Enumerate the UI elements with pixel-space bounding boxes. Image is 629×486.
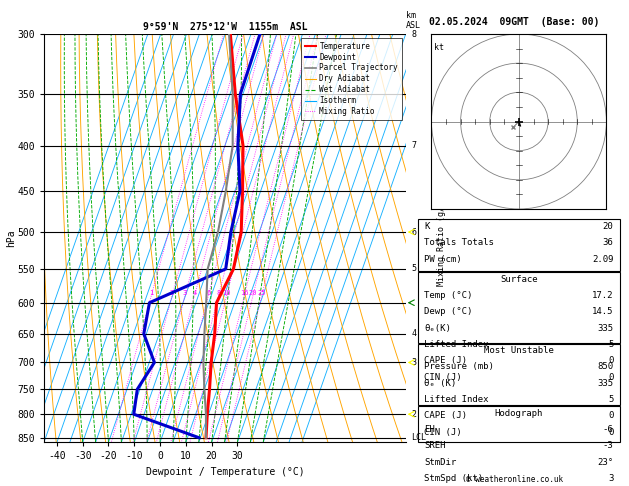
Text: 10: 10 <box>222 290 231 296</box>
Text: Lifted Index: Lifted Index <box>425 395 489 404</box>
Text: StmSpd (kt): StmSpd (kt) <box>425 474 484 483</box>
Bar <box>418 406 620 442</box>
Text: θₑ (K): θₑ (K) <box>425 379 457 388</box>
Text: Surface: Surface <box>500 275 538 284</box>
Bar <box>418 219 620 271</box>
Text: SREH: SREH <box>425 441 446 451</box>
Text: 5: 5 <box>411 264 416 274</box>
Text: LCL: LCL <box>411 433 426 442</box>
Text: 16: 16 <box>240 290 248 296</box>
Text: Hodograph: Hodograph <box>495 409 543 418</box>
Text: 3: 3 <box>411 358 416 367</box>
Text: CAPE (J): CAPE (J) <box>425 412 467 420</box>
Text: PW (cm): PW (cm) <box>425 255 462 264</box>
Text: -3: -3 <box>603 441 613 451</box>
Text: θₑ(K): θₑ(K) <box>425 324 451 332</box>
Text: 7: 7 <box>411 141 416 150</box>
Text: Most Unstable: Most Unstable <box>484 346 554 355</box>
X-axis label: Dewpoint / Temperature (°C): Dewpoint / Temperature (°C) <box>145 467 304 477</box>
Text: 36: 36 <box>603 238 613 247</box>
Text: 8: 8 <box>216 290 221 296</box>
Legend: Temperature, Dewpoint, Parcel Trajectory, Dry Adiabat, Wet Adiabat, Isotherm, Mi: Temperature, Dewpoint, Parcel Trajectory… <box>301 38 402 120</box>
Bar <box>418 344 620 405</box>
Text: 335: 335 <box>598 324 613 332</box>
Text: 25: 25 <box>257 290 266 296</box>
Text: 6: 6 <box>206 290 210 296</box>
Text: 14.5: 14.5 <box>592 307 613 316</box>
Text: 5: 5 <box>608 340 613 349</box>
Text: 20: 20 <box>603 222 613 231</box>
Text: 0: 0 <box>608 372 613 382</box>
Text: K: K <box>425 222 430 231</box>
Text: 20: 20 <box>248 290 257 296</box>
Text: StmDir: StmDir <box>425 458 457 467</box>
Text: 4: 4 <box>192 290 196 296</box>
Text: 0: 0 <box>608 356 613 365</box>
Text: 3: 3 <box>183 290 187 296</box>
Text: 335: 335 <box>598 379 613 388</box>
Text: Mixing Ratio (g/kg): Mixing Ratio (g/kg) <box>437 191 447 286</box>
Text: kt: kt <box>435 43 444 52</box>
Text: 3: 3 <box>608 474 613 483</box>
Text: Lifted Index: Lifted Index <box>425 340 489 349</box>
Text: CIN (J): CIN (J) <box>425 372 462 382</box>
Text: -6: -6 <box>603 425 613 434</box>
Y-axis label: hPa: hPa <box>6 229 16 247</box>
Title: 9°59'N  275°12'W  1155m  ASL: 9°59'N 275°12'W 1155m ASL <box>143 22 307 32</box>
Text: © weatheronline.co.uk: © weatheronline.co.uk <box>466 474 563 484</box>
Bar <box>418 272 620 343</box>
Text: 2: 2 <box>170 290 174 296</box>
Text: CIN (J): CIN (J) <box>425 428 462 437</box>
Text: 0: 0 <box>608 428 613 437</box>
Text: 8: 8 <box>411 30 416 38</box>
Text: 02.05.2024  09GMT  (Base: 00): 02.05.2024 09GMT (Base: 00) <box>430 17 599 27</box>
Text: Pressure (mb): Pressure (mb) <box>425 363 494 371</box>
Text: 2.09: 2.09 <box>592 255 613 264</box>
Text: 23°: 23° <box>598 458 613 467</box>
Text: Totals Totals: Totals Totals <box>425 238 494 247</box>
Text: Temp (°C): Temp (°C) <box>425 291 473 300</box>
Text: 1: 1 <box>149 290 153 296</box>
Text: 2: 2 <box>411 410 416 419</box>
Text: CAPE (J): CAPE (J) <box>425 356 467 365</box>
Text: 17.2: 17.2 <box>592 291 613 300</box>
Text: 5: 5 <box>608 395 613 404</box>
Text: km
ASL: km ASL <box>406 11 421 30</box>
Text: Dewp (°C): Dewp (°C) <box>425 307 473 316</box>
Text: 4: 4 <box>411 329 416 338</box>
Text: EH: EH <box>425 425 435 434</box>
Text: 0: 0 <box>608 412 613 420</box>
Text: 850: 850 <box>598 363 613 371</box>
Text: 6: 6 <box>411 227 416 237</box>
